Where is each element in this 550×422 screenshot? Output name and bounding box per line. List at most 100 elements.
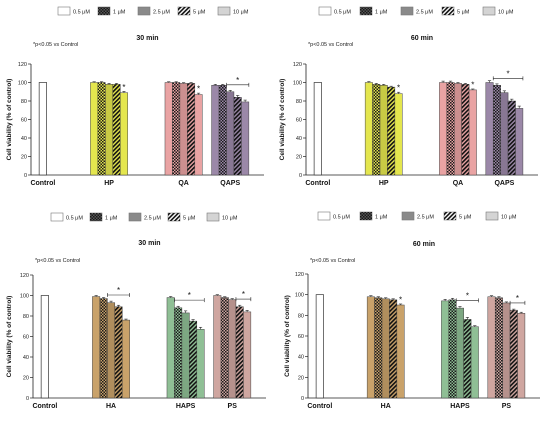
y-tick-label: 20	[296, 155, 302, 161]
legend-swatch	[400, 6, 414, 16]
y-tick-label: 40	[296, 136, 302, 142]
legend-label: 10 μM	[222, 216, 238, 222]
legend-swatch	[206, 212, 220, 222]
legend-entry: 1 μM	[359, 6, 388, 16]
legend-label: 2.5 μM	[144, 216, 161, 222]
significance-star: *	[397, 84, 400, 93]
bar	[394, 93, 403, 176]
bar	[211, 85, 220, 176]
y-tick-label: 60	[21, 118, 27, 124]
category-label: HP	[104, 180, 114, 187]
legend-label: 1 μM	[113, 10, 126, 16]
significance-star: *	[122, 83, 125, 92]
bar	[194, 94, 203, 176]
bar	[439, 82, 448, 176]
category-label: HA	[381, 403, 391, 410]
legend-entry: 5 μM	[177, 6, 206, 16]
y-tick-label: 60	[23, 335, 29, 341]
legend-label: 2.5 μM	[417, 215, 434, 221]
bar-pattern	[219, 85, 227, 175]
significance-note: *p<0.05 vs Control	[35, 258, 80, 264]
bar	[487, 296, 496, 399]
bar-pattern	[448, 299, 457, 398]
bar-shade	[179, 83, 188, 175]
bar-pattern	[461, 84, 470, 175]
significance-star: *	[507, 69, 510, 78]
bar-pattern	[510, 310, 518, 398]
legend-swatch-pattern	[360, 7, 372, 15]
chart-panel: 30 min *p<0.05 vs Control Cell viability (…	[6, 240, 266, 410]
legend-swatch	[318, 6, 332, 16]
legend-swatch	[217, 6, 231, 16]
category-label: Control	[305, 180, 330, 187]
category-label: Control	[32, 403, 57, 410]
legend-swatch	[482, 6, 496, 16]
bar	[164, 82, 173, 176]
legend-swatch-pattern	[360, 212, 372, 220]
significance-note: *p<0.05 vs Control	[33, 42, 78, 48]
legend-entry: 0.5 μM	[50, 212, 83, 222]
legend-entry: 2.5 μM	[128, 212, 161, 222]
bar	[515, 108, 524, 176]
legend-entry: 2.5 μM	[400, 6, 433, 16]
bar-shade	[228, 299, 236, 398]
bar	[485, 82, 494, 176]
legend-entry: 10 μM	[482, 6, 514, 16]
bar-shade	[226, 91, 234, 175]
category-label: QA	[453, 180, 464, 187]
y-tick-label: 120	[20, 273, 29, 279]
y-tick-label: 120	[293, 62, 302, 68]
legend-entry: 2.5 μM	[137, 6, 170, 16]
bar-pattern	[387, 87, 395, 175]
legend-label: 1 μM	[375, 215, 388, 221]
bar	[196, 329, 205, 399]
y-tick-label: 20	[23, 376, 29, 382]
y-tick-label: 20	[21, 155, 27, 161]
y-tick-label: 80	[298, 313, 304, 319]
y-tick-label: 100	[295, 293, 304, 299]
y-tick-label: 100	[20, 294, 29, 300]
bar-pattern	[112, 84, 121, 175]
legend-entry: 0.5 μM	[318, 6, 351, 16]
bar	[121, 319, 130, 399]
legend-swatch	[317, 211, 331, 221]
bar	[364, 82, 373, 176]
significance-star: *	[236, 76, 239, 85]
bar-shade	[454, 83, 462, 175]
bar	[92, 296, 101, 399]
legend-entry: 5 μM	[443, 211, 472, 221]
y-tick-label: 0	[301, 396, 304, 402]
bar-control	[313, 82, 322, 176]
y-tick-label: 20	[298, 375, 304, 381]
chart-panel: 30 min *p<0.05 vs Control Cell viability (…	[6, 35, 264, 187]
legend-swatch-pattern	[168, 213, 180, 221]
bar-pattern	[99, 298, 108, 398]
bar-pattern	[172, 82, 180, 175]
bar-shade	[456, 308, 464, 398]
legend-swatch	[57, 6, 71, 16]
bar-shade	[380, 85, 388, 175]
legend-swatch-pattern	[90, 213, 102, 221]
bar	[241, 101, 250, 176]
y-tick-label: 80	[21, 99, 27, 105]
y-tick-label: 0	[26, 396, 29, 402]
legend-entry: 5 μM	[441, 6, 470, 16]
y-tick-label: 120	[295, 272, 304, 278]
legend-swatch	[485, 211, 499, 221]
bar-pattern	[221, 297, 229, 398]
category-label: HP	[379, 180, 389, 187]
legend-label: 1 μM	[105, 216, 118, 222]
bar-shade	[500, 92, 509, 175]
bar-pattern	[114, 306, 123, 398]
significance-note: *p<0.05 vs Control	[310, 258, 355, 264]
chart-title: 30 min	[138, 240, 160, 247]
chart-panel: 60 min *p<0.05 vs Control Cell viability (…	[279, 35, 538, 187]
bar	[441, 300, 450, 399]
bar-pattern	[463, 319, 472, 398]
y-tick-label: 40	[21, 136, 27, 142]
bar-shade	[107, 302, 115, 398]
legend-entry: 1 μM	[89, 212, 118, 222]
significance-star: *	[117, 286, 120, 295]
legend-entry: 0.5 μM	[57, 6, 90, 16]
